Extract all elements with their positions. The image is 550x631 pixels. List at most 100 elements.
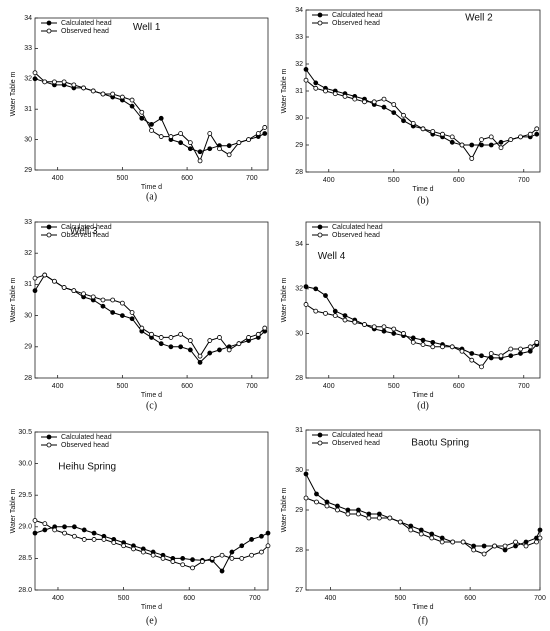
data-point — [71, 533, 77, 539]
data-point — [262, 325, 268, 331]
legend-marker — [46, 442, 52, 448]
data-point — [262, 131, 268, 136]
data-point — [366, 515, 372, 521]
y-axis-label: Water Table m — [281, 68, 288, 113]
data-point — [469, 142, 475, 148]
data-point — [342, 94, 348, 99]
data-point — [158, 335, 164, 340]
x-tick-label: 700 — [518, 383, 530, 390]
y-tick-label: 32 — [24, 250, 32, 257]
data-point — [366, 511, 372, 517]
data-point — [178, 331, 184, 337]
data-point — [429, 535, 435, 541]
data-point — [207, 146, 213, 152]
data-point — [187, 347, 193, 353]
data-point — [236, 341, 242, 347]
data-point — [401, 118, 406, 124]
y-tick-label: 29 — [24, 344, 32, 351]
data-point — [449, 344, 455, 350]
data-point — [42, 272, 48, 278]
y-axis-label: Water Table m — [10, 71, 17, 116]
y-tick-label: 32 — [24, 76, 32, 83]
data-point — [355, 507, 361, 513]
data-point — [100, 297, 106, 303]
data-point — [430, 344, 436, 350]
data-point — [498, 139, 504, 145]
y-tick-label: 33 — [295, 34, 303, 41]
y-tick-label: 31 — [24, 106, 32, 113]
legend-label: Calculated head — [332, 12, 383, 19]
data-point — [197, 158, 203, 164]
x-tick-label: 500 — [388, 177, 400, 184]
data-point — [239, 543, 245, 549]
y-tick-label: 29 — [295, 507, 303, 514]
data-point — [518, 346, 523, 352]
data-point — [376, 515, 382, 521]
data-point — [410, 121, 416, 126]
y-tick-label: 31 — [295, 427, 303, 434]
plot-frame — [34, 431, 269, 591]
data-point — [513, 543, 518, 549]
data-point — [303, 67, 309, 72]
data-point — [158, 134, 164, 139]
data-point — [430, 339, 436, 345]
data-point — [81, 527, 87, 533]
chart-title: Well 1 — [133, 22, 161, 33]
legend-marker — [46, 224, 52, 230]
data-point — [459, 142, 465, 148]
legend-label: Observed head — [61, 442, 109, 449]
x-tick-label: 600 — [181, 175, 193, 182]
legend-marker — [46, 28, 52, 34]
y-tick-label: 29 — [295, 142, 303, 149]
data-point — [217, 347, 222, 353]
data-point — [508, 137, 514, 143]
data-point — [449, 139, 455, 145]
data-point — [362, 322, 367, 327]
x-tick-label: 400 — [323, 177, 335, 184]
data-point — [332, 308, 338, 314]
chart-title: Well 2 — [465, 13, 493, 24]
data-point — [492, 543, 497, 549]
legend-label: Observed head — [332, 440, 380, 447]
y-tick-label: 28.0 — [18, 587, 32, 594]
data-point — [149, 331, 154, 337]
data-point — [381, 104, 387, 110]
data-point — [229, 549, 235, 555]
y-tick-label: 31 — [295, 88, 303, 95]
data-point — [42, 79, 48, 85]
data-point — [439, 535, 445, 541]
data-point — [323, 88, 328, 94]
data-point — [255, 331, 261, 337]
y-tick-label: 33 — [24, 219, 32, 226]
data-point — [314, 499, 319, 505]
data-point — [246, 335, 251, 340]
data-point — [110, 297, 116, 303]
data-point — [42, 521, 48, 527]
legend-label: Observed head — [61, 28, 109, 35]
data-point — [303, 471, 309, 477]
legend-marker — [317, 432, 323, 438]
data-point — [502, 547, 508, 553]
data-point — [332, 313, 338, 319]
data-point — [527, 344, 533, 350]
chart-title: Well 4 — [318, 251, 346, 262]
data-point — [391, 326, 397, 332]
data-point — [219, 568, 225, 574]
data-point — [262, 125, 268, 130]
data-point — [139, 115, 145, 121]
data-point — [52, 79, 57, 85]
data-point — [459, 348, 465, 354]
y-tick-label: 32 — [295, 61, 303, 68]
data-point — [81, 291, 86, 297]
series-line — [305, 69, 537, 146]
legend-label: Observed head — [332, 232, 380, 239]
series-line — [305, 286, 538, 359]
data-point — [481, 543, 487, 549]
data-point — [111, 540, 117, 545]
data-point — [401, 331, 406, 336]
data-point — [217, 335, 222, 340]
data-point — [460, 539, 466, 545]
data-point — [345, 507, 351, 513]
data-point — [408, 523, 414, 529]
data-point — [62, 530, 67, 536]
